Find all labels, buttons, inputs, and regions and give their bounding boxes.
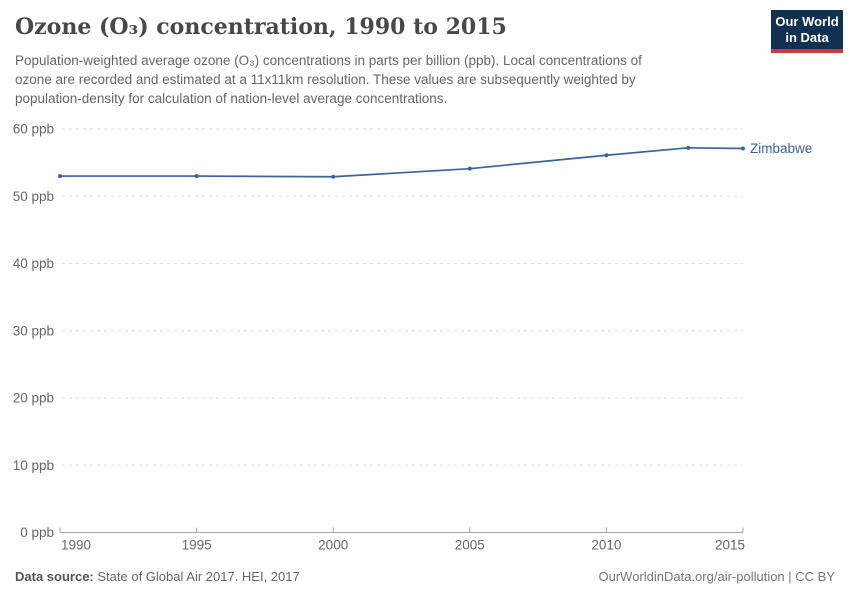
- data-point[interactable]: [604, 153, 609, 158]
- x-axis-tick-label: 2015: [715, 538, 745, 553]
- x-axis-tick-label: 1990: [61, 538, 91, 553]
- data-source-note: Data source: State of Global Air 2017. H…: [15, 568, 300, 585]
- data-point[interactable]: [741, 146, 745, 151]
- data-point[interactable]: [686, 145, 691, 150]
- x-axis-tick-label: 2010: [591, 538, 621, 553]
- owid-logo[interactable]: Our World in Data: [771, 10, 843, 53]
- owid-url-link[interactable]: OurWorldinData.org/air-pollution | CC BY: [598, 569, 835, 584]
- subtitle-line: Population-weighted average ozone (O₃) c…: [15, 53, 642, 68]
- data-point[interactable]: [467, 166, 472, 171]
- y-axis-tick-label: 60 ppb: [13, 122, 54, 137]
- y-axis-tick-label: 20 ppb: [13, 391, 54, 406]
- y-axis-tick-label: 30 ppb: [13, 323, 54, 338]
- subtitle-line: population-density for calculation of na…: [15, 91, 448, 106]
- y-axis-tick-label: 10 ppb: [13, 458, 54, 473]
- y-axis-tick-label: 40 ppb: [13, 256, 54, 271]
- series-line-zimbabwe[interactable]: [59, 146, 744, 178]
- x-axis-tick-label: 2005: [455, 538, 485, 553]
- y-axis-tick-label: 0 ppb: [20, 525, 54, 540]
- subtitle-line: ozone are recorded and estimated at a 11…: [15, 72, 636, 87]
- data-point[interactable]: [194, 174, 199, 179]
- data-point[interactable]: [58, 174, 62, 179]
- x-axis-tick-label: 2000: [318, 538, 348, 553]
- series-label-zimbabwe[interactable]: Zimbabwe: [750, 141, 812, 156]
- owid-logo-text: Our World in Data: [771, 10, 843, 49]
- data-source-label: Data source:: [15, 569, 94, 584]
- x-axis-tick-label: 1995: [182, 538, 212, 553]
- data-source-text: State of Global Air 2017. HEI, 2017: [97, 569, 300, 584]
- owid-logo-line2: in Data: [785, 29, 829, 45]
- owid-logo-red-stripe: [771, 49, 843, 53]
- page-title: Ozone (O₃) concentration, 1990 to 2015: [15, 14, 507, 40]
- chart-footer: Data source: State of Global Air 2017. H…: [15, 568, 835, 585]
- owid-logo-line1: Our World: [775, 14, 839, 29]
- chart-subtitle: Population-weighted average ozone (O₃) c…: [15, 51, 642, 108]
- data-point[interactable]: [331, 174, 336, 179]
- y-axis-tick-label: 50 ppb: [13, 189, 54, 204]
